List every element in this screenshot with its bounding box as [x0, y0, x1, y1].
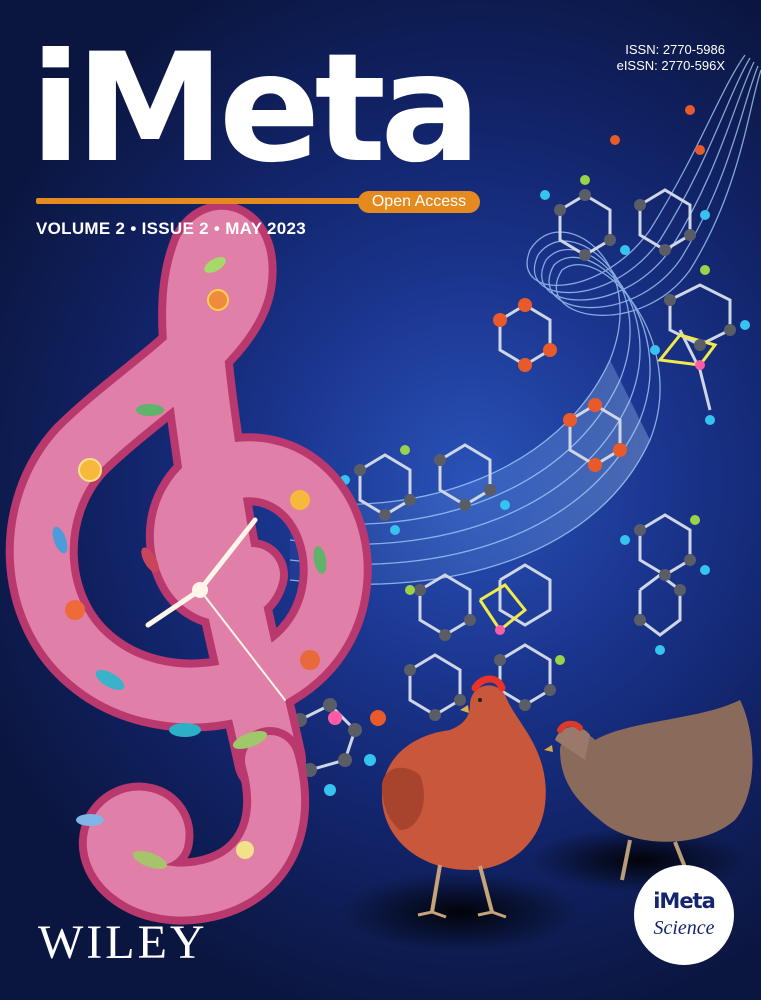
open-access-badge: Open Access [358, 191, 480, 213]
clock-hands [145, 517, 286, 701]
hen-shadow [340, 872, 580, 952]
issn-block: ISSN: 2770-5986 eISSN: 2770-596X [617, 42, 725, 74]
issn: ISSN: 2770-5986 [625, 42, 725, 57]
treble-clef [5, 201, 372, 925]
brown-hen [544, 700, 753, 881]
publisher-logo: WILEY [38, 916, 208, 969]
imeta-science-badge: iMeta Science [634, 865, 734, 965]
eissn: eISSN: 2770-596X [616, 58, 725, 73]
molecule-cluster [274, 105, 750, 796]
red-hen [381, 675, 546, 919]
journal-title: iMeta [30, 22, 481, 196]
issue-info: VOLUME 2 • ISSUE 2 • MAY 2023 [36, 219, 307, 238]
ribbon-glow [290, 360, 650, 585]
gut-microbes [52, 257, 327, 870]
badge-title: iMeta [653, 889, 716, 913]
title-underline [36, 198, 436, 204]
badge-subtitle: Science [653, 917, 715, 939]
